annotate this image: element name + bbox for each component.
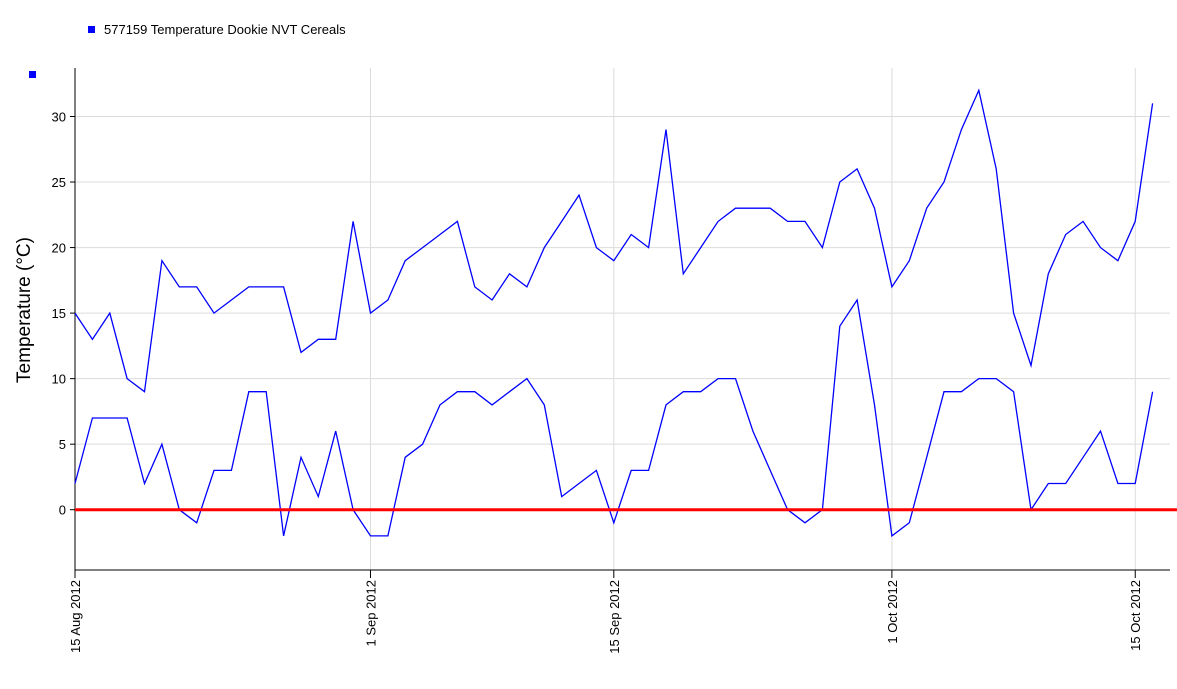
- y-axis-label: Temperature (°C): [14, 237, 35, 383]
- x-tick-label: 15 Sep 2012: [607, 580, 622, 654]
- x-tick-label: 1 Oct 2012: [885, 580, 900, 644]
- y-tick-label: 10: [52, 372, 66, 387]
- marker-icon: [29, 71, 36, 78]
- data-line: [74, 88, 1154, 393]
- y-tick-label: 5: [59, 437, 66, 452]
- legend-swatch: [88, 26, 95, 33]
- y-tick-label: 25: [52, 175, 66, 190]
- x-tick-label: 15 Oct 2012: [1128, 580, 1143, 651]
- y-tick-label: 15: [52, 306, 66, 321]
- legend-label: 577159 Temperature Dookie NVT Cereals: [104, 22, 346, 37]
- y-tick-label: 0: [59, 503, 66, 518]
- y-tick-label: 30: [52, 109, 66, 124]
- y-tick-label: 20: [52, 241, 66, 256]
- x-tick-label: 15 Aug 2012: [68, 580, 83, 653]
- x-tick-label: 1 Sep 2012: [363, 580, 378, 647]
- data-line: [74, 298, 1154, 538]
